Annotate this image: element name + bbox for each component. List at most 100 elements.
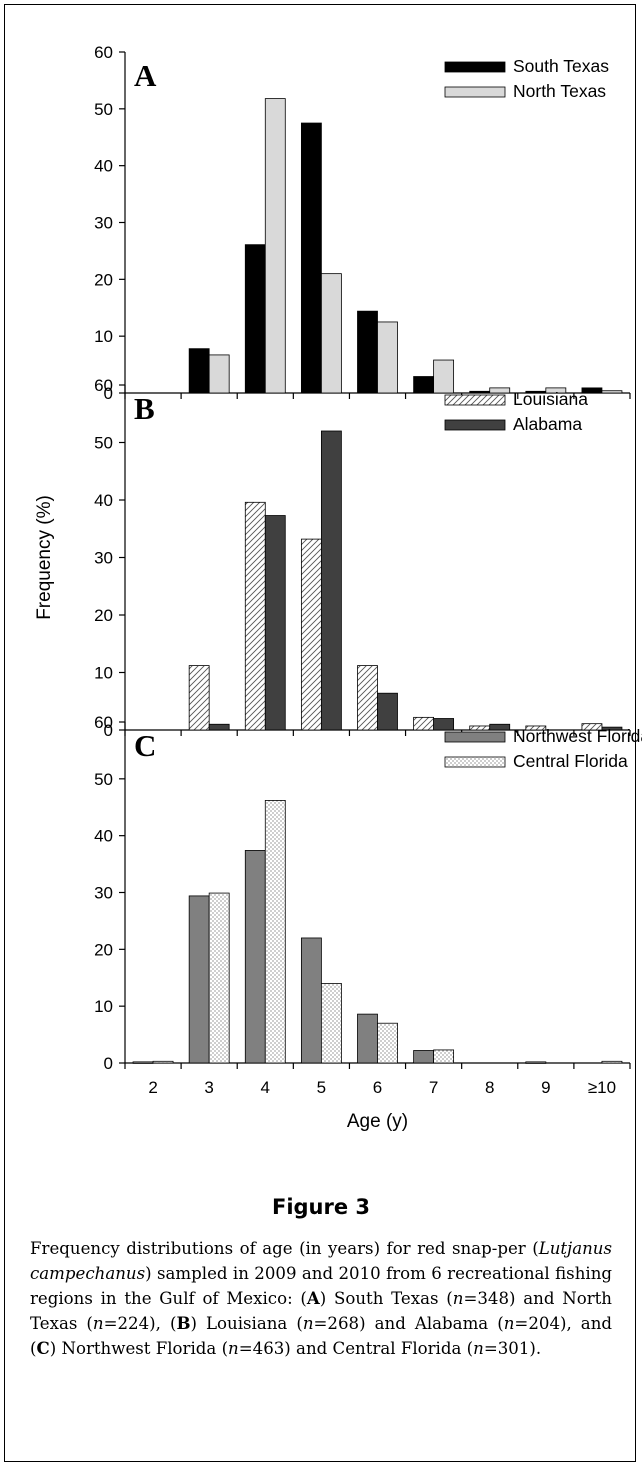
bar: [433, 718, 455, 731]
bar: [244, 850, 266, 1064]
y-tick-label: 50: [94, 434, 113, 453]
caption-text: ) sampled in 2009 and 2010 from 6 recrea…: [30, 1264, 612, 1308]
caption-text: =268) and Alabama (: [313, 1314, 504, 1333]
bar: [525, 1061, 547, 1064]
chart-panel: 0 10 20 30 40 50 60 Frequency (%) B Louisiana Alab…: [34, 376, 631, 740]
bar: [208, 723, 230, 731]
x-tick-label: 4: [261, 1078, 270, 1097]
bar: [152, 1060, 174, 1064]
x-tick-label: ≥10: [588, 1078, 616, 1097]
y-tick-label: 20: [94, 606, 113, 625]
bar: [264, 98, 286, 394]
panel-label: A: [134, 58, 157, 93]
y-tick-label: 60: [94, 43, 113, 62]
bar: [208, 354, 230, 394]
figure-frame: [4, 4, 636, 1462]
bar: [357, 310, 378, 394]
bar: [300, 122, 322, 394]
caption-panel-ref: A: [306, 1288, 320, 1308]
bar: [377, 321, 398, 394]
bar: [320, 273, 342, 394]
bar: [601, 726, 623, 731]
bar: [413, 716, 435, 731]
x-tick-label: 3: [204, 1078, 213, 1097]
bar: [601, 390, 623, 394]
legend-swatch: [444, 394, 506, 406]
bar: [377, 692, 398, 731]
caption-text: =348) and North Texas (: [30, 1289, 612, 1333]
caption-species: Lutjanus campechanus: [30, 1239, 612, 1283]
panel-label: C: [134, 728, 156, 763]
y-tick-label: 0: [104, 721, 113, 740]
caption-n: n: [503, 1314, 515, 1333]
legend-swatch: [444, 731, 506, 743]
legend-swatch: [444, 419, 506, 431]
caption-text: =204), and (: [30, 1314, 612, 1358]
y-tick-label: 30: [94, 549, 113, 568]
x-tick-label: 6: [373, 1078, 382, 1097]
bar: [320, 430, 342, 731]
y-axis-label: Frequency (%): [34, 495, 55, 620]
caption-text: ) Northwest Florida (: [49, 1339, 229, 1358]
legend-label: North Texas: [513, 81, 606, 101]
bar: [244, 501, 266, 731]
caption-n: n: [302, 1314, 314, 1333]
x-tick-label: 9: [541, 1078, 550, 1097]
y-tick-label: 40: [94, 827, 113, 846]
y-tick-label: 20: [94, 940, 113, 959]
y-tick-label: 40: [94, 157, 113, 176]
chart-panel: 0 10 20 30 40 50 60 A South Texas North Texas: [94, 43, 631, 403]
x-tick-label: 8: [485, 1078, 494, 1097]
caption-text: =224), (: [103, 1314, 177, 1333]
x-tick-label: 5: [317, 1078, 326, 1097]
legend-label: Louisiana: [513, 389, 588, 409]
caption-text: ) Louisiana (: [190, 1314, 303, 1333]
bar: [188, 348, 210, 394]
caption-n: n: [92, 1314, 104, 1333]
y-tick-label: 40: [94, 491, 113, 510]
x-axis-label: Age (y): [347, 1111, 408, 1132]
bar: [357, 1013, 378, 1064]
bar: [469, 390, 491, 394]
bar: [525, 725, 547, 731]
bar: [413, 376, 435, 394]
bar: [377, 1022, 398, 1064]
legend-swatch: [444, 86, 506, 98]
bar: [489, 723, 511, 731]
bar: [413, 1050, 435, 1064]
bar: [469, 725, 491, 731]
y-tick-label: 30: [94, 214, 113, 233]
y-tick-label: 0: [104, 384, 113, 403]
bar: [433, 359, 455, 394]
caption-text: =301).: [483, 1339, 542, 1358]
y-tick-label: 20: [94, 270, 113, 289]
bar: [132, 1061, 154, 1064]
y-tick-label: 30: [94, 884, 113, 903]
caption-text: ) South Texas (: [319, 1289, 453, 1308]
bar: [489, 387, 511, 394]
bar: [264, 800, 286, 1064]
bar: [320, 983, 342, 1064]
y-tick-label: 10: [94, 664, 113, 683]
bar: [300, 937, 322, 1064]
panel-label: B: [134, 391, 155, 426]
x-tick-label: 7: [429, 1078, 438, 1097]
bar: [300, 538, 322, 731]
y-tick-label: 60: [94, 376, 113, 395]
y-tick-label: 60: [94, 713, 113, 732]
caption-n: n: [228, 1339, 239, 1358]
bar: [545, 387, 567, 394]
legend-label: Central Florida: [513, 751, 628, 771]
y-tick-label: 10: [94, 997, 113, 1016]
bar: [208, 892, 230, 1064]
x-tick-label: 2: [148, 1078, 157, 1097]
bar: [188, 665, 210, 731]
bar: [188, 895, 210, 1064]
figure-title: Figure 3: [271, 1195, 371, 1219]
legend-label: Alabama: [513, 414, 582, 434]
figure-caption: Frequency distributions of age (in years…: [30, 1236, 612, 1361]
legend-swatch: [444, 756, 506, 768]
y-tick-label: 0: [104, 1054, 113, 1073]
y-tick-label: 50: [94, 770, 113, 789]
